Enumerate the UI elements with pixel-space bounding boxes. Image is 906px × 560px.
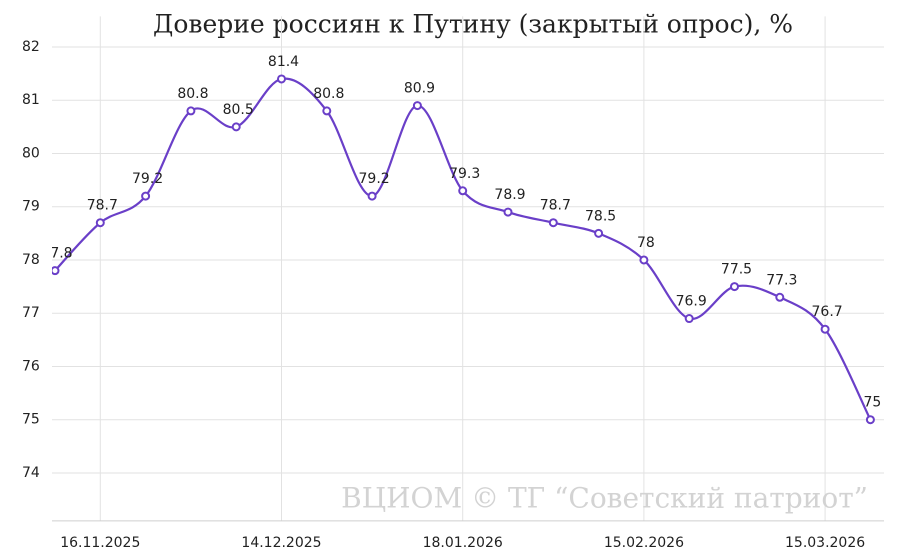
point: [141, 191, 151, 201]
x-tick-label: 15.02.2026: [604, 535, 684, 551]
value-label: 80.5: [223, 102, 254, 118]
y-tick-label: 76: [22, 358, 40, 374]
point: [186, 106, 196, 116]
point: [367, 191, 377, 201]
value-label: 77.3: [766, 272, 797, 288]
watermark: ВЦИОМ © ТГ “Советский патриот”: [341, 482, 868, 515]
point: [458, 186, 468, 196]
value-label: 78.5: [585, 208, 616, 224]
y-tick-label: 77: [22, 305, 40, 321]
value-label: 78.9: [494, 187, 525, 203]
point: [548, 218, 558, 228]
point: [322, 106, 332, 116]
y-tick-label: 81: [22, 92, 40, 108]
x-tick-label: 15.03.2026: [785, 535, 865, 551]
y-tick-label: 74: [22, 465, 40, 481]
point: [277, 74, 286, 84]
y-tick-label: 78: [22, 252, 40, 268]
point: [865, 415, 875, 425]
y-tick-label: 79: [22, 199, 40, 215]
value-label: 78.7: [540, 198, 571, 214]
point: [503, 207, 513, 217]
value-label: 77.5: [721, 262, 752, 278]
value-label: 75: [863, 395, 881, 411]
value-label: 81.4: [268, 54, 299, 70]
chart-title: Доверие россиян к Путину (закрытый опрос…: [153, 10, 793, 39]
value-label: 80.8: [313, 86, 344, 102]
plot-area: 77.8 78.7 79.2 80.8 80.5 81.4 80.8 79.2 80.9 79.3…: [41, 54, 881, 425]
point: [52, 266, 60, 276]
x-tick-label: 16.11.2025: [60, 535, 140, 551]
y-tick-label: 80: [22, 145, 40, 161]
y-tick-label: 75: [22, 412, 40, 428]
value-label: 76.9: [676, 294, 707, 310]
point: [820, 324, 830, 334]
value-label: 80.8: [177, 86, 208, 102]
y-tick-label: 82: [22, 39, 40, 55]
x-tick-label: 18.01.2026: [423, 535, 503, 551]
point: [594, 228, 604, 238]
value-label: 78: [637, 235, 655, 251]
point: [684, 314, 694, 324]
point: [231, 122, 241, 132]
value-label: 76.7: [812, 304, 843, 320]
value-label: 79.2: [359, 171, 390, 187]
value-label: 79.2: [132, 171, 163, 187]
value-label: 78.7: [87, 198, 118, 214]
value-label: 79.3: [449, 166, 480, 182]
point: [775, 292, 785, 302]
point: [412, 101, 422, 111]
value-label: 77.8: [41, 246, 72, 262]
value-label: 80.9: [404, 81, 435, 97]
point: [95, 218, 105, 228]
x-tick-label: 14.12.2025: [241, 535, 321, 551]
point: [639, 255, 649, 265]
point: [730, 282, 739, 292]
